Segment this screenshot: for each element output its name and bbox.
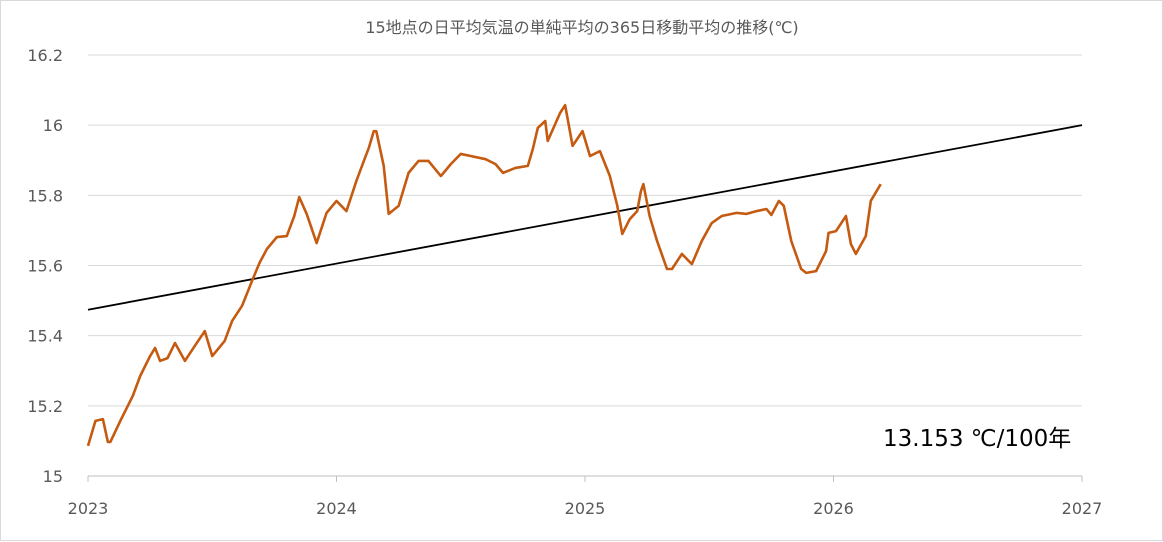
x-tick-label: 2026 xyxy=(813,499,854,518)
x-axis-ticks: 2023 2024 2025 2026 2027 xyxy=(68,476,1103,518)
series-group xyxy=(88,105,1082,446)
y-axis-ticks: 15 15.2 15.4 15.6 15.8 16 16.2 xyxy=(27,46,63,486)
x-tick-label: 2027 xyxy=(1062,499,1103,518)
x-tick-label: 2025 xyxy=(565,499,606,518)
trend-line xyxy=(88,125,1082,310)
moving-average-line xyxy=(88,105,881,446)
y-tick-label: 15.8 xyxy=(27,186,63,205)
x-tick-label: 2024 xyxy=(316,499,357,518)
chart-title: 15地点の日平均気温の単純平均の365日移動平均の推移(℃) xyxy=(365,18,798,37)
x-tick-label: 2023 xyxy=(68,499,109,518)
y-tick-label: 15.2 xyxy=(27,397,63,416)
y-tick-label: 16 xyxy=(43,116,63,135)
gridlines xyxy=(88,55,1082,476)
y-tick-label: 15.6 xyxy=(27,257,63,276)
trend-annotation: 13.153 ℃/100年 xyxy=(883,426,1071,452)
y-tick-label: 15 xyxy=(43,467,63,486)
y-tick-label: 16.2 xyxy=(27,46,63,65)
y-tick-label: 15.4 xyxy=(27,327,63,346)
